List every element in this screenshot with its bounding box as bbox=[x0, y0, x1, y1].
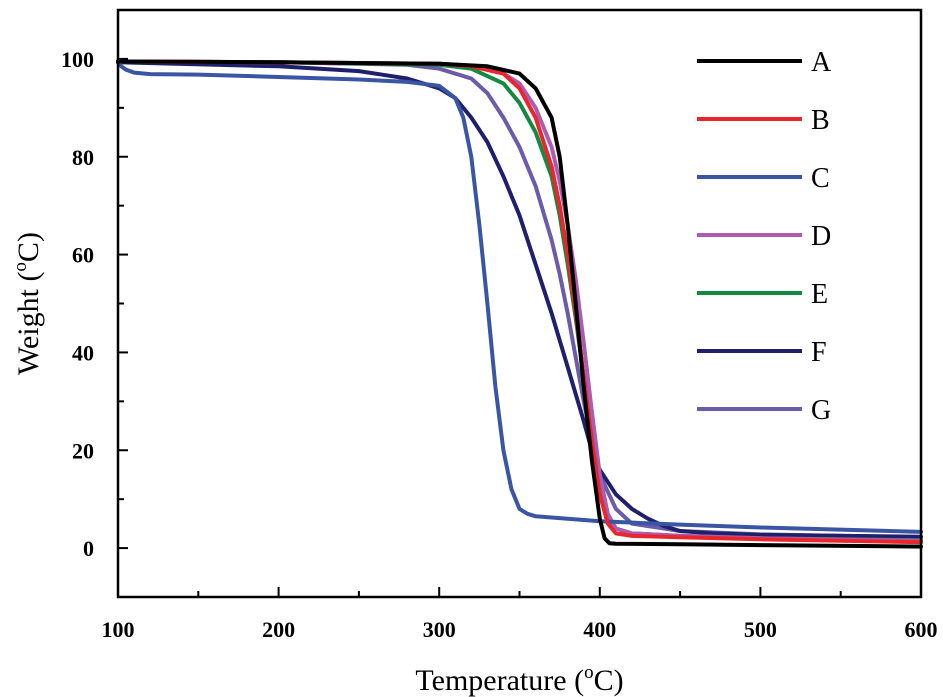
legend-label-d: D bbox=[811, 221, 831, 252]
x-tick-label: 200 bbox=[262, 617, 295, 642]
y-axis-title: Weight (oC) bbox=[10, 232, 45, 375]
legend-label-g: G bbox=[811, 395, 831, 426]
x-tick-label: 300 bbox=[423, 617, 456, 642]
legend-label-c: C bbox=[811, 163, 830, 194]
y-tick-label: 40 bbox=[72, 340, 94, 365]
y-tick-label: 100 bbox=[61, 47, 94, 72]
series-line-d bbox=[116, 59, 923, 543]
x-tick-label: 100 bbox=[102, 617, 135, 642]
series-line-b bbox=[116, 59, 923, 545]
y-tick-label: 60 bbox=[72, 243, 94, 268]
y-tick-label: 0 bbox=[83, 536, 94, 561]
series-line-e bbox=[116, 59, 923, 543]
series-line-c bbox=[116, 59, 923, 534]
legend-label-a: A bbox=[811, 47, 832, 78]
legend-label-b: B bbox=[811, 105, 830, 136]
x-tick-label: 400 bbox=[583, 617, 616, 642]
y-tick-label: 80 bbox=[72, 145, 94, 170]
legend-label-e: E bbox=[811, 279, 828, 310]
axis-ticks: 100 200 300 400 500 600 0 20 40 60 80 100 bbox=[61, 9, 938, 642]
x-tick-label: 600 bbox=[905, 617, 938, 642]
y-tick-label: 20 bbox=[72, 438, 94, 463]
x-tick-label: 500 bbox=[744, 617, 777, 642]
series-line-a bbox=[116, 59, 923, 549]
legend-label-f: F bbox=[811, 337, 827, 368]
series-line-g bbox=[116, 59, 923, 540]
series-line-f bbox=[116, 60, 923, 539]
plot-frame bbox=[116, 8, 923, 599]
series-lines bbox=[116, 59, 923, 549]
x-axis-title: Temperature (oC) bbox=[415, 662, 623, 697]
